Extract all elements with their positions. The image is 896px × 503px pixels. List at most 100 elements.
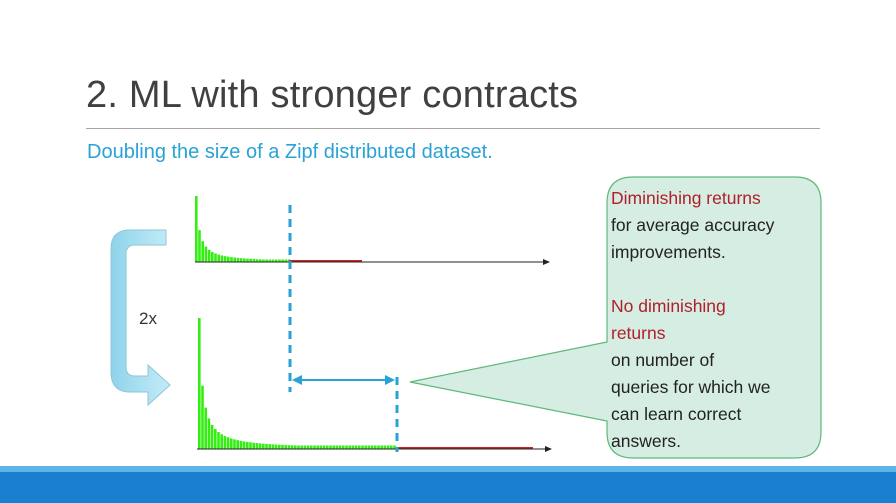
histogram-bar <box>207 249 211 262</box>
histogram-bar <box>198 318 201 449</box>
histogram-tail <box>396 447 533 449</box>
histogram-bar <box>316 445 319 449</box>
histogram-bar <box>252 259 256 262</box>
histogram-bar <box>278 259 281 262</box>
histogram-bar <box>300 445 303 449</box>
histogram-bar <box>252 442 255 449</box>
histogram-bar <box>329 445 332 449</box>
histogram-bar <box>223 435 227 449</box>
histogram-bar <box>211 251 214 262</box>
histogram-bar <box>233 439 236 449</box>
bottom-histogram <box>198 318 533 449</box>
histogram-bar <box>198 230 201 262</box>
histogram-bar <box>290 445 294 449</box>
histogram-bar <box>214 253 217 262</box>
histogram-bar <box>275 259 278 262</box>
histogram-bar <box>364 445 367 449</box>
histogram-bar <box>374 445 377 449</box>
histogram-bar <box>230 257 233 262</box>
footer-accent-strip <box>0 466 896 472</box>
histogram-bar <box>310 445 313 449</box>
histogram-bar <box>236 257 240 262</box>
histogram-bar <box>322 445 326 449</box>
histogram-bar <box>210 424 214 449</box>
histogram-bar <box>342 445 345 449</box>
callout-heading-no-diminishing: No diminishing <box>611 296 726 316</box>
top-histogram <box>195 196 362 262</box>
gain-left-arrowhead-icon <box>292 375 302 385</box>
histogram-bar <box>390 445 393 449</box>
histogram-bar <box>239 440 243 449</box>
histogram-bar <box>271 444 275 449</box>
histogram-bar <box>265 443 268 449</box>
histogram-bar <box>201 385 204 449</box>
histogram-bar <box>268 444 271 449</box>
title-divider <box>86 128 820 129</box>
histogram-bar <box>332 445 335 449</box>
slide-subtitle: Doubling the size of a Zipf distributed … <box>87 141 493 163</box>
histogram-bar <box>380 445 383 449</box>
histogram-bar <box>223 256 227 262</box>
callout-bubble <box>409 176 822 459</box>
histogram-bar <box>249 258 252 262</box>
histogram-bar <box>242 441 246 449</box>
histogram-bar <box>220 434 223 449</box>
histogram-bar <box>354 445 358 449</box>
histogram-bar <box>367 445 371 449</box>
gain-right-arrowhead-icon <box>385 375 395 385</box>
histogram-bar <box>386 445 390 449</box>
histogram-bar <box>227 256 230 262</box>
histogram-bar <box>204 407 207 449</box>
histogram-bar <box>281 259 284 262</box>
histogram-bar <box>326 445 329 449</box>
histogram-bar <box>268 259 272 262</box>
histogram-bar <box>233 257 236 262</box>
histogram-bar <box>287 445 291 449</box>
histogram-bar <box>377 445 380 449</box>
histogram-bar <box>274 444 278 449</box>
histogram-bar <box>259 259 262 262</box>
histogram-bar <box>383 445 387 449</box>
histogram-bar <box>294 445 297 449</box>
histogram-bar <box>243 258 246 262</box>
histogram-bar <box>313 445 316 449</box>
histogram-bar <box>255 443 259 449</box>
histogram-bar <box>345 445 348 449</box>
histogram-bar <box>281 444 284 449</box>
histogram-bar <box>236 440 239 449</box>
histogram-bar <box>370 445 374 449</box>
callout-line: improvements. <box>611 242 726 262</box>
histogram-bar <box>201 241 204 262</box>
callout-spacer <box>611 266 816 293</box>
callout-line: can learn correct <box>611 404 742 424</box>
histogram-bar <box>335 445 339 449</box>
histogram-bar <box>303 445 307 449</box>
histogram-bar <box>338 445 342 449</box>
slide-title: 2. ML with stronger contracts <box>86 74 579 116</box>
histogram-bar <box>262 259 265 262</box>
histogram-bar <box>265 259 268 262</box>
histogram-bar <box>246 441 249 449</box>
callout-heading-diminishing: Diminishing returns <box>611 188 761 208</box>
histogram-bar <box>262 443 265 449</box>
footer-bar <box>0 472 896 503</box>
histogram-bar <box>204 246 208 262</box>
histogram-bar <box>217 432 220 449</box>
histogram-bar <box>239 258 243 262</box>
callout-line: on number of <box>611 350 715 370</box>
histogram-bar <box>249 442 252 449</box>
histogram-tail <box>289 260 362 262</box>
histogram-bar <box>358 445 361 449</box>
doubling-arrow-icon <box>110 229 171 407</box>
histogram-bar <box>220 255 224 262</box>
histogram-bar <box>284 445 287 449</box>
callout-text: Diminishing returns for average accuracy… <box>611 185 816 455</box>
histogram-bar <box>258 443 262 449</box>
callout-line: queries for which we <box>611 377 771 397</box>
histogram-bar <box>278 444 281 449</box>
histogram-bar <box>306 445 310 449</box>
histogram-bar <box>297 445 300 449</box>
histogram-bar <box>361 445 364 449</box>
top-axis-arrowhead-icon <box>543 259 550 265</box>
